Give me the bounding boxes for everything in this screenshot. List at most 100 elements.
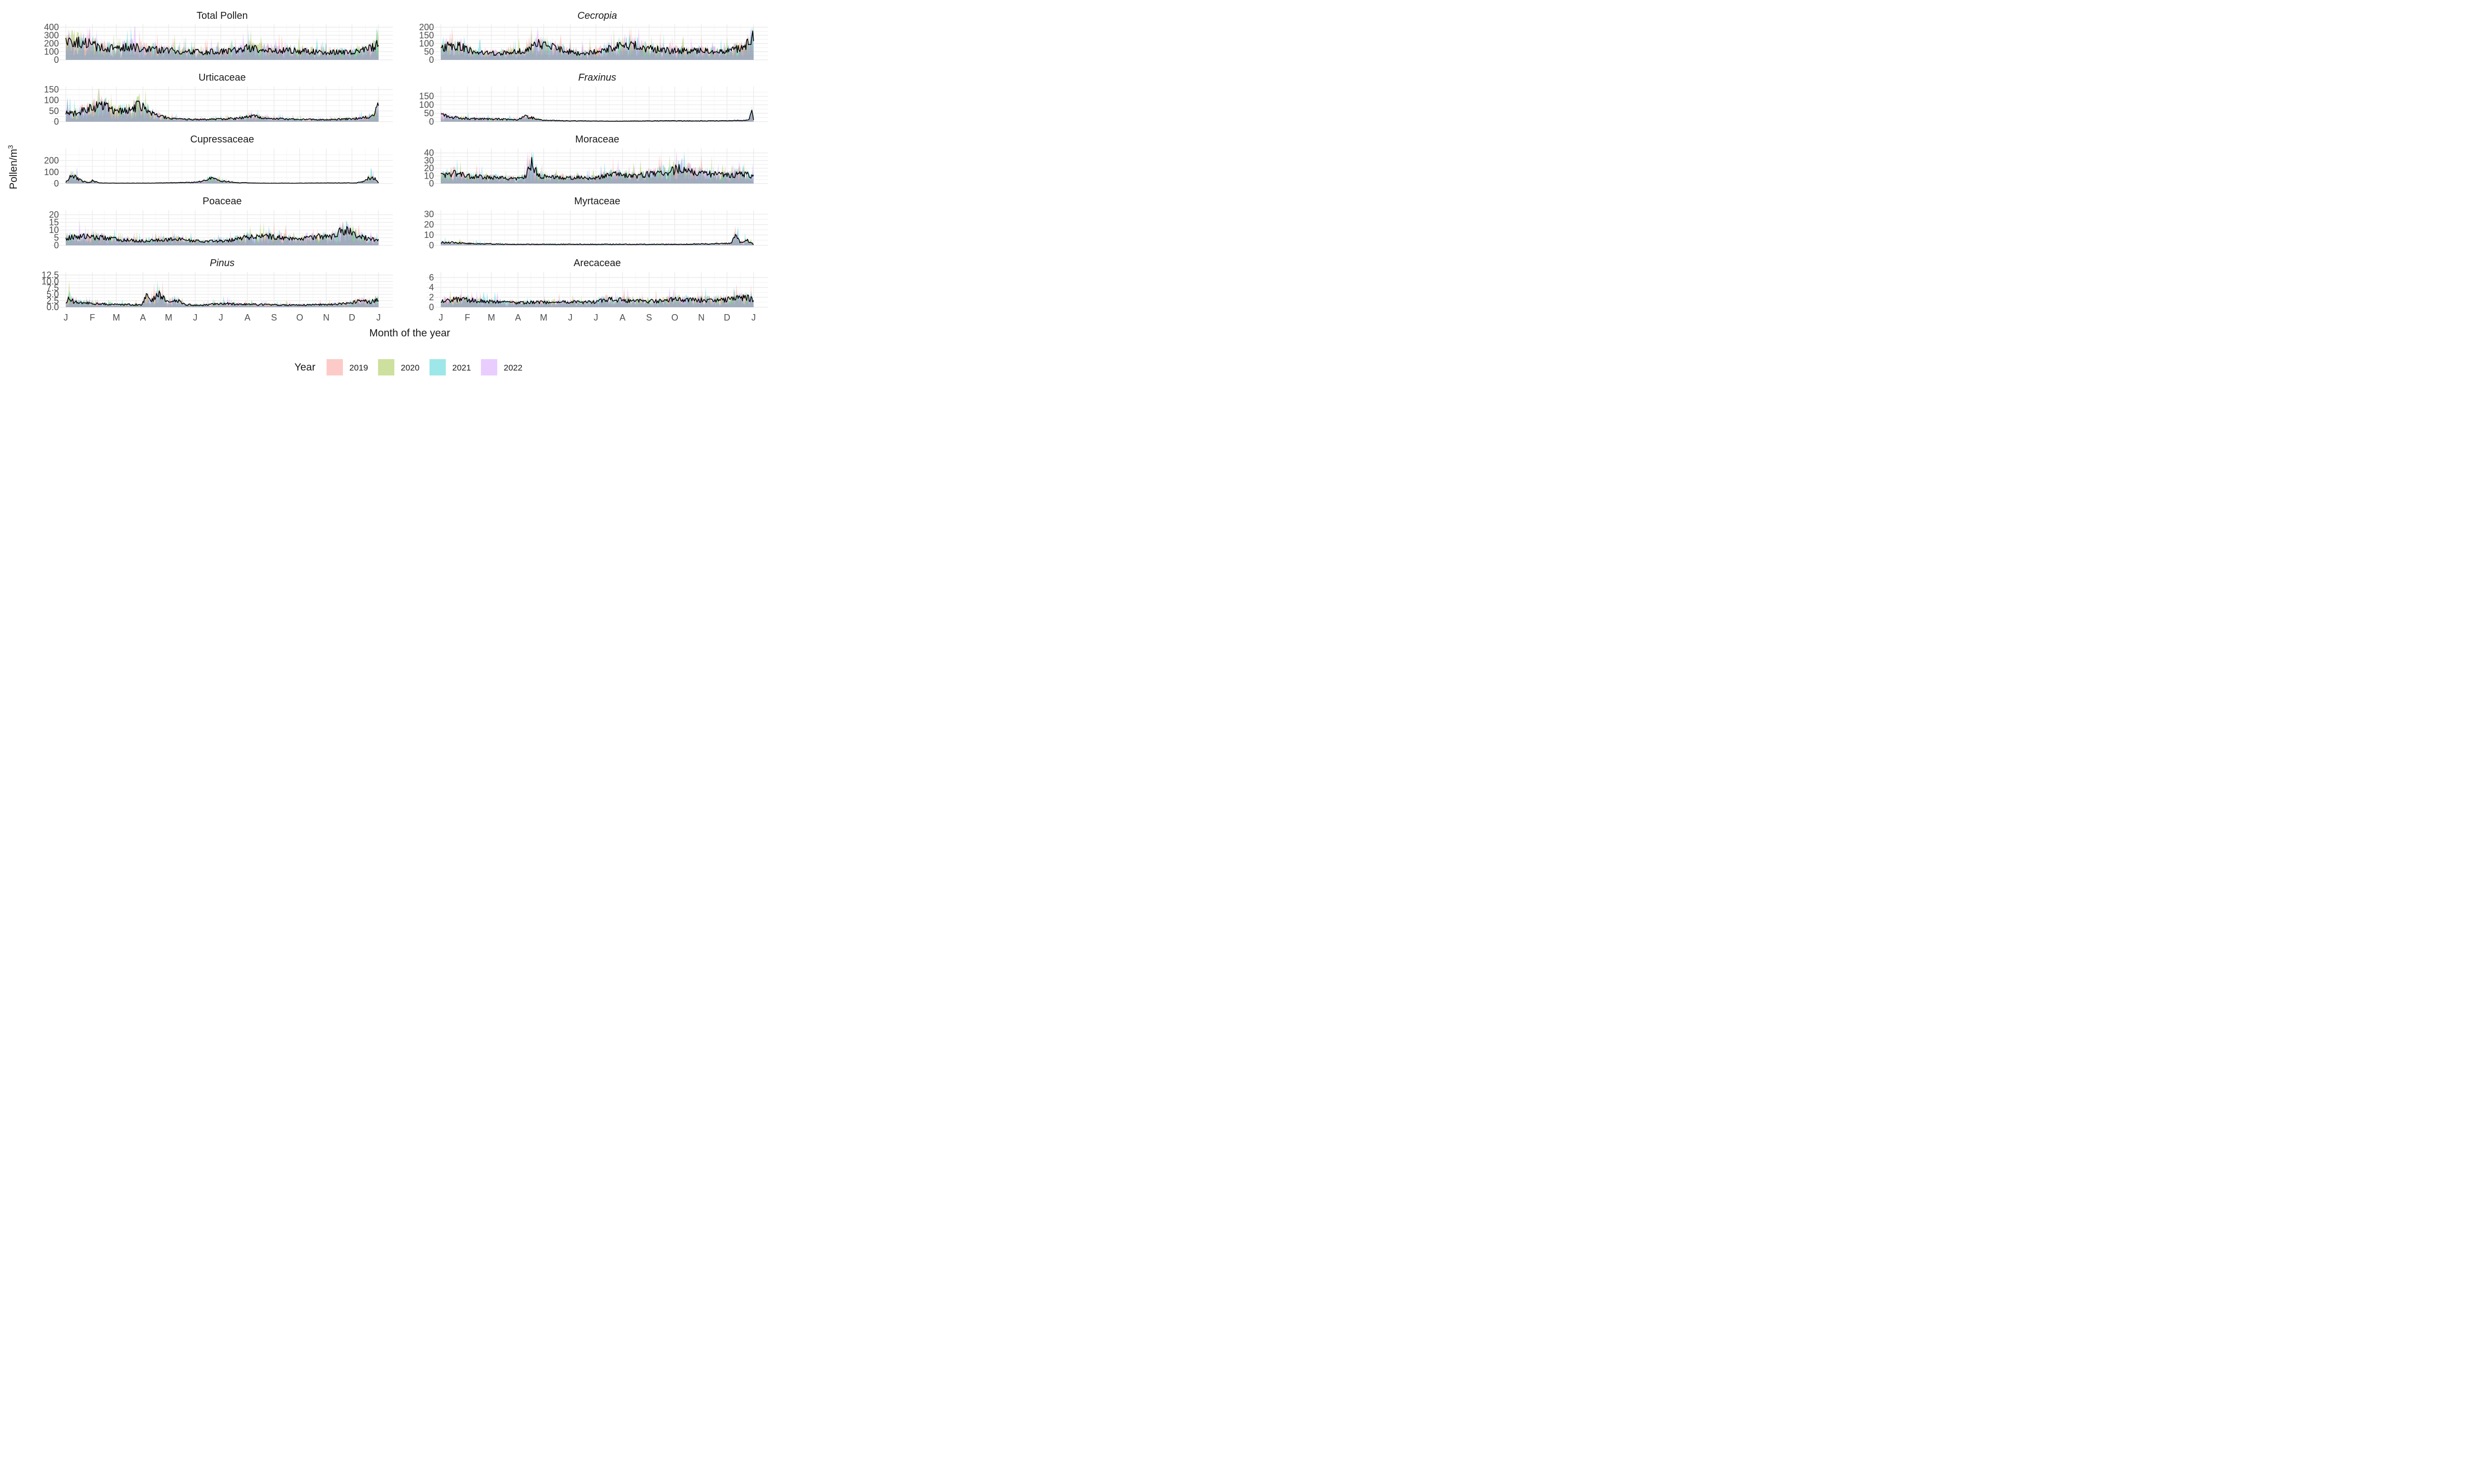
mean-line bbox=[65, 290, 379, 306]
x-tick-label: J bbox=[439, 313, 443, 323]
mean-line bbox=[440, 234, 754, 245]
y-tick-label: 30 bbox=[424, 156, 434, 166]
y-axis-title-text: Pollen/m bbox=[8, 149, 19, 189]
y-tick-label: 0 bbox=[429, 55, 434, 65]
area-2022 bbox=[441, 110, 754, 122]
mean-line bbox=[65, 175, 379, 184]
y-axis-title: Pollen/m3 bbox=[6, 145, 19, 189]
area-2021 bbox=[66, 221, 379, 245]
y-tick-label: 7.5 bbox=[47, 283, 59, 293]
area-2020 bbox=[66, 280, 379, 307]
y-tick-label: 0 bbox=[429, 302, 434, 312]
x-tick-label: J bbox=[193, 313, 197, 323]
y-tick-label: 150 bbox=[44, 85, 59, 94]
legend-entry-2021: 2021 bbox=[429, 359, 471, 375]
area-2020 bbox=[441, 233, 754, 245]
x-tick-label: F bbox=[90, 313, 95, 323]
y-tick-label: 5 bbox=[54, 233, 59, 243]
mean-line bbox=[65, 36, 379, 55]
legend-label: 2019 bbox=[349, 363, 368, 372]
area-2021 bbox=[66, 26, 379, 60]
area-2021 bbox=[441, 286, 754, 307]
y-tick-label: 15 bbox=[49, 218, 59, 228]
panel-title: Pinus bbox=[210, 258, 235, 269]
x-tick-label: O bbox=[671, 313, 678, 323]
area-2022 bbox=[66, 219, 379, 245]
x-tick-label: A bbox=[515, 313, 521, 323]
gridlines bbox=[51, 24, 393, 60]
x-tick-label: M bbox=[540, 313, 547, 323]
year-areas bbox=[66, 280, 379, 307]
y-tick-label: 4 bbox=[429, 282, 434, 292]
y-tick-label: 100 bbox=[44, 47, 59, 57]
area-2021 bbox=[441, 226, 754, 245]
legend-label: 2022 bbox=[504, 363, 523, 372]
area-2019 bbox=[66, 220, 379, 245]
x-tick-label: A bbox=[140, 313, 146, 323]
gridlines bbox=[427, 87, 768, 122]
y-tick-label: 30 bbox=[424, 209, 434, 219]
x-tick-label: J bbox=[568, 313, 572, 323]
y-axis-title-superscript: 3 bbox=[6, 145, 14, 149]
legend-label: 2020 bbox=[401, 363, 420, 372]
y-tick-label: 0.0 bbox=[47, 302, 59, 312]
x-tick-label: N bbox=[698, 313, 705, 323]
y-tick-label: 10 bbox=[424, 230, 434, 240]
y-tick-label: 20 bbox=[49, 210, 59, 220]
gridlines bbox=[427, 210, 768, 246]
legend-entry-2020: 2020 bbox=[378, 359, 420, 375]
y-tick-label: 50 bbox=[49, 106, 59, 116]
x-tick-label: O bbox=[296, 313, 303, 323]
y-tick-label: 0 bbox=[429, 240, 434, 250]
y-tick-label: 200 bbox=[419, 22, 434, 32]
y-tick-label: 40 bbox=[424, 148, 434, 158]
y-tick-label: 300 bbox=[44, 31, 59, 41]
pollen-figure: Pollen/m3 Month of the year 010020030040… bbox=[6, 10, 768, 375]
panel-title: Fraxinus bbox=[578, 72, 617, 83]
area-2021 bbox=[66, 96, 379, 122]
panel-title: Cupressaceae bbox=[190, 134, 254, 145]
y-tick-label: 2.5 bbox=[47, 296, 59, 306]
legend-swatch bbox=[481, 359, 497, 375]
x-tick-label: J bbox=[64, 313, 68, 323]
year-areas bbox=[441, 283, 754, 307]
legend-swatch bbox=[327, 359, 343, 375]
area-2022 bbox=[441, 232, 754, 245]
y-tick-label: 0 bbox=[429, 179, 434, 188]
area-2019 bbox=[66, 280, 379, 307]
y-tick-label: 10 bbox=[424, 171, 434, 181]
panel-title: Poaceae bbox=[203, 196, 242, 207]
area-2021 bbox=[441, 150, 754, 184]
y-tick-label: 50 bbox=[424, 108, 434, 118]
area-2020 bbox=[441, 154, 754, 184]
area-2021 bbox=[66, 167, 379, 184]
area-2020 bbox=[66, 89, 379, 122]
x-tick-label: D bbox=[349, 313, 355, 323]
y-tick-label: 0 bbox=[54, 240, 59, 250]
y-tick-label: 5.0 bbox=[47, 289, 59, 299]
area-2022 bbox=[441, 150, 754, 184]
x-tick-label: M bbox=[165, 313, 172, 323]
area-2021 bbox=[441, 106, 754, 122]
x-tick-label: J bbox=[752, 313, 756, 323]
legend-label: 2021 bbox=[452, 363, 471, 372]
gridlines bbox=[51, 272, 393, 308]
legend-entry-2019: 2019 bbox=[327, 359, 368, 375]
y-tick-label: 200 bbox=[44, 156, 59, 166]
y-tick-label: 150 bbox=[419, 92, 434, 101]
area-2019 bbox=[66, 28, 379, 60]
area-2019 bbox=[441, 283, 754, 307]
area-2019 bbox=[441, 150, 754, 184]
y-tick-label: 150 bbox=[419, 31, 434, 41]
panel-title: Arecaceae bbox=[573, 258, 621, 269]
panel-pinus: 0.02.55.07.510.012.5 Pinus J F M A M J J A S O N D J bbox=[42, 258, 393, 323]
panel-title: Urticaceae bbox=[198, 72, 246, 83]
